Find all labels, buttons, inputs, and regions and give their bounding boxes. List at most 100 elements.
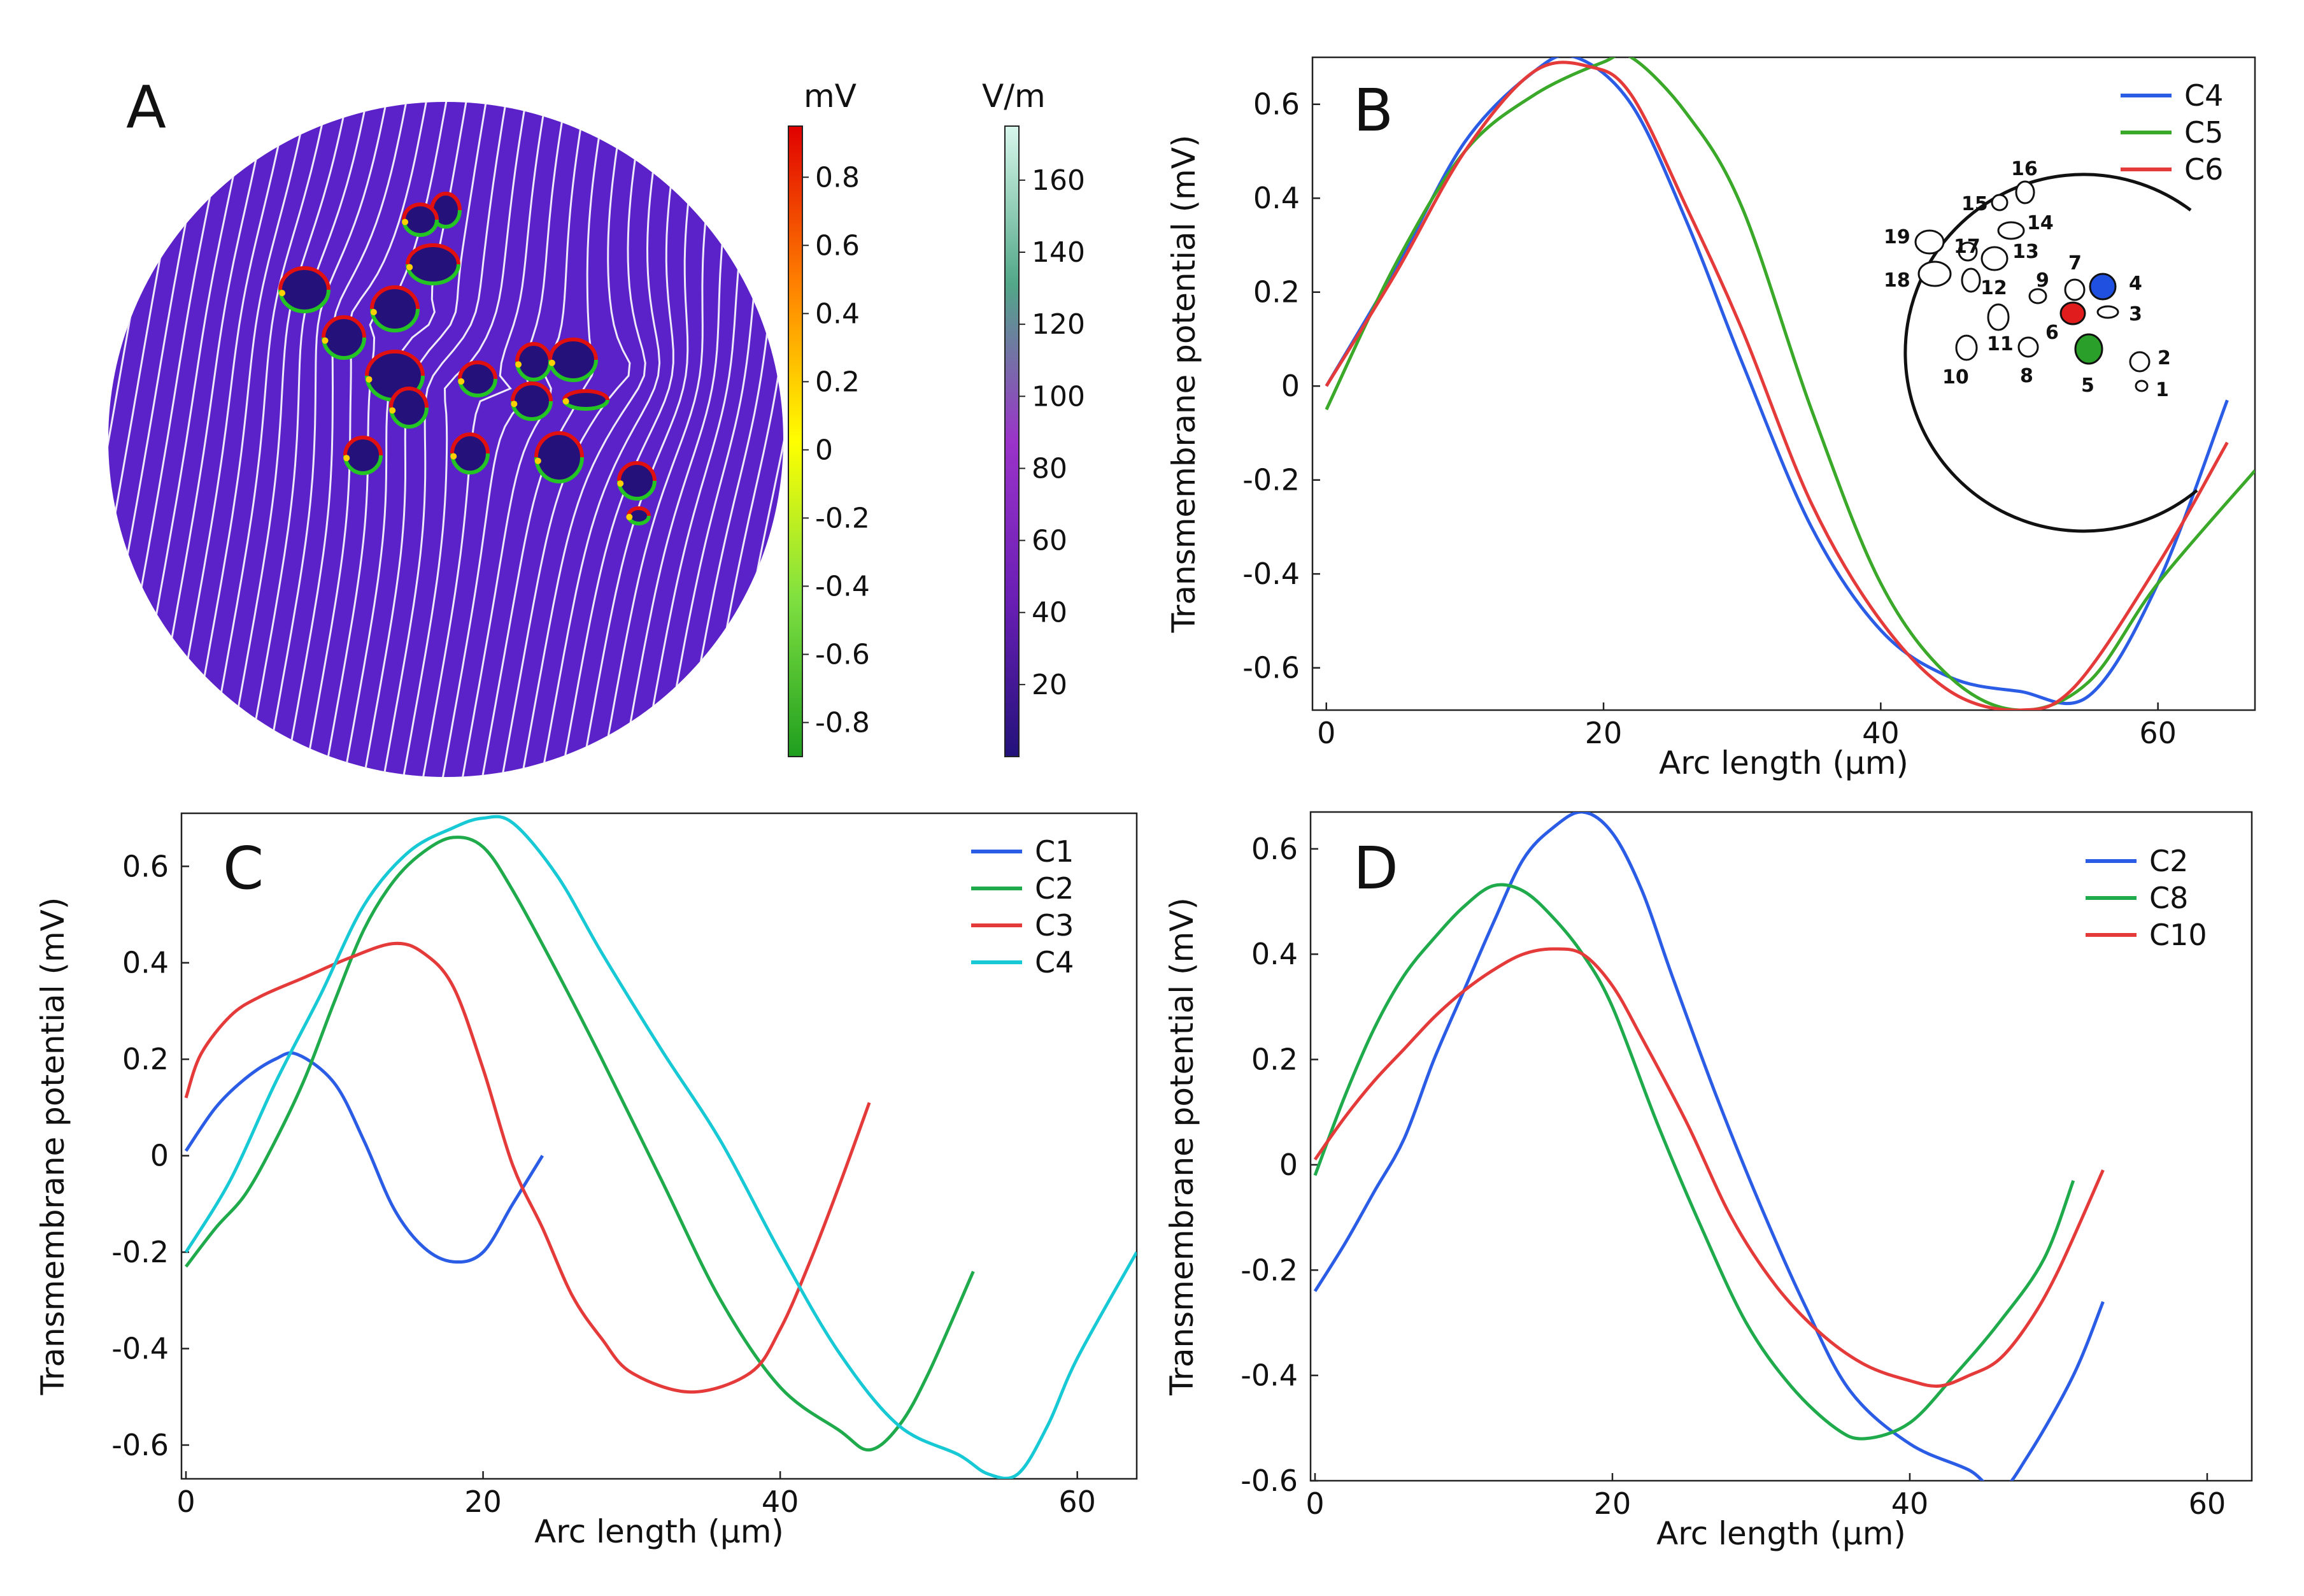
colorbar-vm: V/m 160 140 120 100 80 60 40 20 bbox=[982, 78, 1085, 757]
cell-outline-transition bbox=[402, 218, 409, 225]
field-line bbox=[201, 102, 332, 777]
y-tick-label: -0.2 bbox=[1242, 463, 1300, 497]
series-line-c3 bbox=[184, 941, 871, 1394]
x-tick-label: 0 bbox=[176, 1485, 195, 1519]
cell-outline-positive bbox=[562, 389, 609, 401]
cell-outline-negative bbox=[450, 453, 490, 474]
y-tick-label: 0.6 bbox=[1253, 87, 1300, 122]
inset-cell-12 bbox=[1961, 267, 1981, 293]
x-tick-label: 0 bbox=[1317, 716, 1335, 750]
cell-outline-positive bbox=[406, 243, 460, 265]
colorbar-mv-gradient bbox=[788, 125, 803, 757]
cell-outline-positive bbox=[534, 431, 584, 458]
cell-outline-positive bbox=[627, 506, 651, 517]
colorbar-tick-label: 80 bbox=[1032, 452, 1067, 485]
cell-interior bbox=[536, 433, 582, 481]
y-tick-label: -0.6 bbox=[1241, 1464, 1298, 1498]
plot-frame bbox=[1309, 811, 2253, 1482]
cell-interior bbox=[432, 194, 460, 227]
cell-outline-positive bbox=[402, 203, 439, 220]
cell-interior bbox=[460, 362, 495, 395]
cell-outline-transition bbox=[515, 361, 522, 368]
inset-boundary-arc bbox=[1903, 173, 2198, 533]
x-tick-label: 20 bbox=[1594, 1486, 1632, 1521]
legend-label: C2 bbox=[1035, 871, 1074, 906]
y-tick-label: 0.6 bbox=[1251, 832, 1298, 866]
cell-outline-positive bbox=[515, 342, 552, 362]
x-axis-label: Arc length (μm) bbox=[534, 1513, 784, 1550]
field-line bbox=[300, 102, 431, 777]
inset-cell-label: 5 bbox=[2081, 374, 2094, 397]
field-line bbox=[399, 102, 530, 777]
legend-label: C8 bbox=[2149, 881, 2188, 915]
cell-interior bbox=[391, 388, 427, 427]
cell-outline-transition bbox=[366, 376, 373, 383]
cell-outline-transition bbox=[458, 378, 465, 385]
x-tick-label: 20 bbox=[1585, 716, 1623, 750]
disk-background bbox=[108, 102, 783, 777]
inset-cell-17 bbox=[1958, 241, 1978, 262]
y-tick-label: -0.2 bbox=[111, 1235, 169, 1269]
legend-label: C4 bbox=[1035, 945, 1074, 980]
colorbar-tick-label: -0.8 bbox=[815, 706, 870, 739]
cell-outline-negative bbox=[406, 264, 460, 285]
legend-label: C5 bbox=[2184, 115, 2223, 150]
cell-interior bbox=[324, 317, 364, 358]
y-tick-label: 0.2 bbox=[1251, 1043, 1298, 1077]
cell-interior bbox=[517, 344, 550, 380]
y-tick-label: 0.4 bbox=[1253, 181, 1300, 215]
x-tick-label: 0 bbox=[1305, 1486, 1324, 1521]
colorbar-tick-label: 0.8 bbox=[815, 161, 860, 194]
inset-cell-label: 6 bbox=[2045, 322, 2059, 344]
panel-d-label: D bbox=[1353, 834, 1398, 902]
inset-cell-label: 13 bbox=[2012, 241, 2039, 263]
panel-d: D 0 20 40 60 0.6 0.4 0.2 0 -0.2 -0.4 -0.6 Arc lengt… bbox=[1163, 811, 2253, 1552]
cell-interior bbox=[280, 268, 329, 311]
x-tick-label: 20 bbox=[464, 1485, 502, 1519]
legend-label: C6 bbox=[2184, 152, 2223, 187]
colorbar-vm-ticks: 160 140 120 100 80 60 40 20 bbox=[1019, 164, 1085, 701]
cell-outline-transition bbox=[322, 337, 329, 344]
y-tick-label: 0.4 bbox=[122, 946, 169, 980]
colorbar-mv-unit: mV bbox=[804, 78, 857, 115]
inset-cell-4 bbox=[2089, 273, 2117, 301]
cell-outline-negative bbox=[511, 401, 553, 421]
cell-outline-transition bbox=[511, 401, 518, 408]
inset-cell-13 bbox=[1980, 246, 2009, 271]
cell-outline-positive bbox=[458, 360, 497, 380]
series-line-c1 bbox=[184, 1051, 544, 1264]
y-tick-label: 0.2 bbox=[1253, 275, 1300, 310]
inset-cell-15 bbox=[1991, 194, 2009, 211]
colorbar-tick-label: 140 bbox=[1032, 236, 1085, 269]
cell-outline-positive bbox=[450, 432, 490, 454]
field-line bbox=[359, 102, 490, 777]
field-disk bbox=[108, 102, 783, 777]
cell-interior bbox=[408, 245, 459, 283]
colorbar-tick-label: -0.4 bbox=[815, 570, 870, 602]
inset-cell-label: 15 bbox=[1961, 193, 1988, 215]
cell-outline-negative bbox=[402, 219, 439, 237]
cell-interior bbox=[619, 463, 655, 499]
y-tick-label: -0.4 bbox=[1242, 557, 1300, 591]
x-axis-label: Arc length (μm) bbox=[1659, 745, 1909, 781]
field-line bbox=[537, 102, 668, 777]
cell-outline-positive bbox=[389, 387, 429, 408]
cell-outline-negative bbox=[389, 407, 429, 429]
legend-label: C1 bbox=[1035, 834, 1074, 869]
cell-interior bbox=[372, 287, 418, 331]
field-line bbox=[241, 102, 371, 777]
colorbar-tick-label: 120 bbox=[1032, 308, 1085, 341]
series-line-c8 bbox=[1313, 883, 2075, 1441]
series-line-c2 bbox=[185, 836, 975, 1452]
y-tick-label: 0.4 bbox=[1251, 937, 1298, 971]
cell-interior bbox=[513, 383, 551, 419]
cell-outline-transition bbox=[534, 457, 541, 464]
panel-b: B 0 20 40 60 0.6 0.4 0.2 0 -0.2 -0.4 -0.6 Arc lengt… bbox=[1165, 56, 2256, 781]
colorbar-tick-label: 100 bbox=[1032, 380, 1085, 413]
field-line bbox=[379, 102, 510, 777]
cell-outline-positive bbox=[548, 338, 598, 360]
panel-b-label: B bbox=[1353, 76, 1393, 145]
x-axis-label: Arc length (μm) bbox=[1656, 1515, 1906, 1552]
y-axis-label: Transmembrane potential (mV) bbox=[34, 897, 71, 1396]
series-line-c2 bbox=[1313, 812, 2105, 1481]
